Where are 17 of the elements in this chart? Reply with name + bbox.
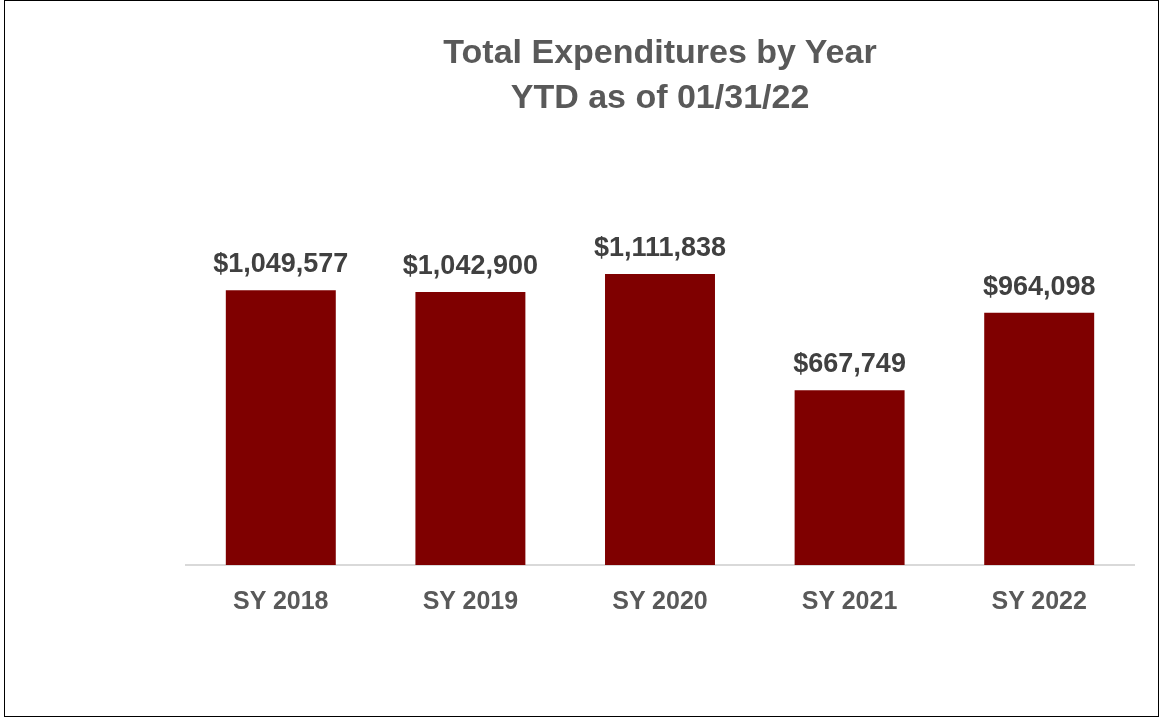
data-label: $1,049,577	[213, 248, 349, 279]
bar	[415, 292, 526, 565]
data-label: $667,749	[793, 348, 906, 379]
bar	[225, 290, 336, 565]
x-tick-label: SY 2020	[612, 585, 708, 614]
bar	[794, 390, 905, 565]
bar	[605, 274, 715, 565]
x-tick-label: SY 2022	[991, 585, 1087, 614]
chart-title: Total Expenditures by Year	[443, 31, 877, 70]
bar	[984, 312, 1095, 565]
data-label: $1,111,838	[593, 231, 727, 262]
x-tick-label: SY 2019	[422, 585, 519, 614]
x-tick-label: SY 2021	[801, 585, 898, 614]
chart-subtitle: YTD as of 01/31/22	[510, 76, 810, 115]
data-label: $1,042,900	[402, 250, 538, 281]
x-tick-label: SY 2018	[233, 585, 329, 614]
data-label: $964,098	[982, 270, 1096, 301]
